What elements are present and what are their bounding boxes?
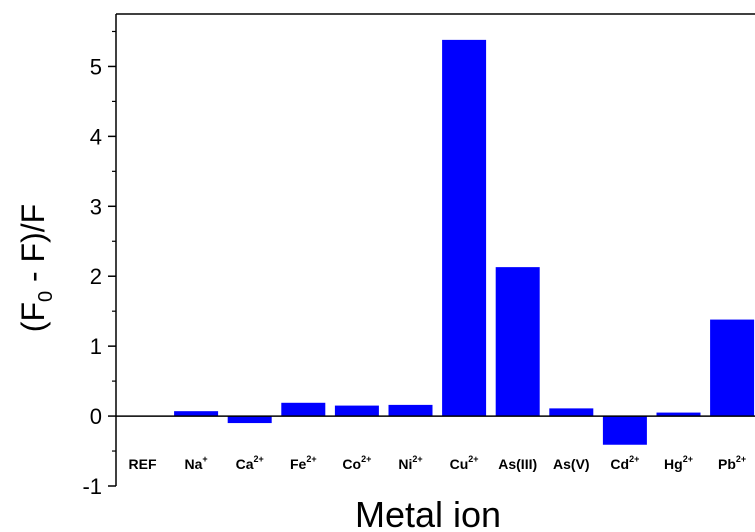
x-tick-label: Fe2+: [290, 454, 317, 472]
y-axis-title: (F0 - F)/F: [15, 204, 57, 332]
x-tick-label: Co2+: [342, 454, 371, 472]
bar-asv: [549, 408, 594, 417]
x-tick-label: Cu2+: [450, 454, 479, 472]
bar-co: [334, 405, 379, 417]
x-axis-title: Metal ion: [355, 494, 501, 532]
x-tick-label: Pb2+: [718, 454, 746, 472]
y-axis-title-subscript: 0: [35, 291, 57, 302]
bar-asiii: [495, 267, 540, 417]
y-tick-label: 2: [90, 264, 102, 289]
y-tick-label: 1: [90, 334, 102, 359]
bar-cu: [442, 39, 487, 417]
bar-hg: [656, 412, 701, 417]
bar-na: [174, 411, 219, 417]
x-category-labels: REF Na+ Ca2+ Fe2+ Co2+ Ni2+ Cu2+ As(III) As(V) Cd…: [129, 454, 747, 472]
y-tick-label: 0: [90, 404, 102, 429]
bar-ca: [227, 416, 272, 424]
x-tick-label: Ni2+: [398, 454, 422, 472]
y-tick-label: 3: [90, 194, 102, 219]
x-tick-label: Ca2+: [236, 454, 264, 472]
x-tick-label: Na+: [185, 454, 208, 472]
bar-fe: [281, 402, 326, 417]
x-tick-label: As(V): [553, 456, 590, 472]
bars-layer: [174, 39, 755, 445]
x-tick-label: REF: [129, 456, 157, 472]
bar-cd: [602, 416, 647, 445]
bar-pb: [710, 319, 755, 417]
y-tick-label: 4: [90, 124, 102, 149]
y-axis-title-suffix: - F)/F: [15, 204, 51, 291]
y-axis-title-prefix: (F: [15, 302, 51, 332]
x-tick-label: As(III): [498, 456, 537, 472]
x-tick-label: Cd2+: [610, 454, 639, 472]
bar-ni: [388, 404, 433, 417]
y-tick-label: 5: [90, 54, 102, 79]
y-tick-label: -1: [82, 474, 102, 499]
y-ticks: -1 0 1 2 3 4 5: [82, 30, 116, 499]
x-tick-label: Hg2+: [664, 454, 693, 472]
